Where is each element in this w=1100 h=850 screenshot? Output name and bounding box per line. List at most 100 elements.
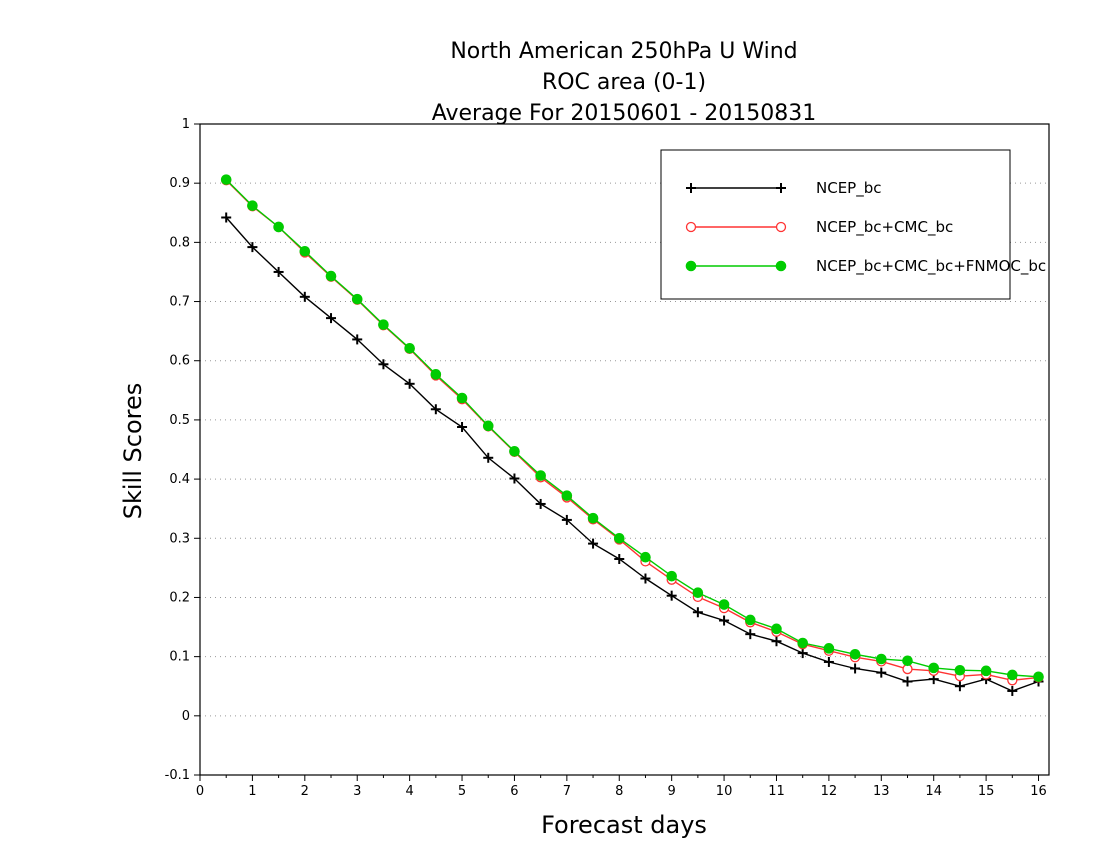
chart-title: North American 250hPa U Wind ROC area (0-…	[432, 39, 817, 126]
y-tick-label: 0.5	[169, 413, 190, 428]
data-point	[378, 319, 389, 330]
data-point	[771, 623, 782, 635]
data-point	[221, 212, 232, 223]
data-point	[247, 242, 258, 253]
data-point	[719, 615, 730, 626]
data-point	[561, 490, 573, 501]
x-tick-label: 5	[458, 784, 466, 799]
x-tick-label: 10	[716, 784, 733, 799]
data-point	[247, 200, 258, 211]
y-tick-label: -0.1	[165, 768, 190, 783]
legend-label: NCEP_bc+CMC_bc	[816, 218, 953, 237]
data-point	[456, 392, 468, 404]
x-tick-label: 8	[615, 784, 623, 799]
chart-title-line: North American 250hPa U Wind	[450, 39, 797, 64]
data-point	[614, 553, 625, 564]
legend-marker	[775, 221, 787, 233]
data-point	[509, 473, 520, 484]
series-line	[225, 217, 1039, 692]
y-tick-label: 1	[182, 117, 190, 132]
y-tick-label: 0.7	[169, 295, 190, 310]
y-tick-label: 0.1	[169, 650, 190, 665]
data-point	[1007, 685, 1018, 696]
data-point	[849, 648, 861, 660]
x-tick-label: 6	[510, 784, 518, 799]
data-point	[692, 587, 704, 599]
legend: NCEP_bc NCEP_bc+CMC_bc NCEP_bc+CMC_bc+FNMO…	[660, 149, 1046, 300]
x-axis-ticks: 0 1 2 3 4 5 6 7 8 9 10 11 12 13 14 15 16	[196, 775, 1047, 799]
x-tick-label: 0	[196, 784, 204, 799]
legend-box	[660, 149, 1011, 300]
data-point	[404, 378, 415, 389]
data-point	[850, 663, 861, 674]
x-tick-label: 9	[668, 784, 676, 799]
x-tick-label: 1	[248, 784, 256, 799]
data-point	[588, 538, 599, 549]
legend-label: NCEP_bc	[816, 179, 882, 198]
plot-frame	[199, 123, 1050, 776]
data-point	[875, 653, 887, 665]
y-axis-title: Skill Scores	[119, 383, 147, 520]
data-point	[273, 266, 284, 277]
data-point	[954, 664, 966, 676]
data-point	[351, 293, 363, 305]
x-tick-label: 14	[925, 784, 942, 799]
data-point	[220, 174, 232, 185]
data-point	[430, 404, 441, 415]
x-tick-label: 2	[301, 784, 309, 799]
series-0	[221, 212, 1044, 696]
data-point	[797, 637, 808, 649]
data-point	[902, 655, 913, 667]
y-axis-ticks: -0.1 0 0.1 0.2 0.3 0.4 0.5 0.6 0.7 0.8 0.9 1	[165, 117, 200, 783]
x-tick-label: 7	[563, 784, 571, 799]
data-point	[718, 599, 730, 610]
y-tick-label: 0	[182, 709, 190, 724]
chart-title-line: Average For 20150601 - 20150831	[432, 101, 817, 126]
data-point	[299, 245, 311, 257]
legend-marker	[776, 183, 786, 193]
data-point	[954, 681, 965, 692]
data-point	[876, 667, 887, 678]
data-point	[1033, 671, 1044, 683]
y-tick-label: 0.3	[169, 531, 190, 546]
y-tick-label: 0.8	[169, 235, 190, 250]
data-point	[744, 614, 756, 626]
data-point	[509, 445, 520, 457]
data-point	[692, 607, 703, 618]
legend-marker	[686, 183, 696, 193]
data-point	[823, 656, 834, 667]
data-point	[928, 662, 940, 674]
data-point	[430, 369, 442, 380]
data-point	[587, 512, 599, 524]
data-point	[980, 665, 992, 677]
data-point	[535, 498, 546, 509]
data-point	[561, 514, 572, 525]
x-tick-label: 15	[978, 784, 995, 799]
data-point	[902, 676, 913, 687]
y-tick-label: 0.9	[169, 176, 190, 191]
data-point	[326, 313, 337, 324]
data-point	[640, 551, 651, 563]
data-point	[404, 342, 415, 354]
chart-title-line: ROC area (0-1)	[542, 70, 706, 95]
data-point	[823, 643, 835, 654]
data-point	[745, 629, 756, 640]
y-tick-label: 0.6	[169, 354, 190, 369]
data-point	[640, 573, 651, 584]
x-axis-title: Forecast days	[541, 811, 707, 839]
data-point	[535, 470, 546, 481]
legend-marker	[685, 260, 697, 272]
x-tick-label: 13	[873, 784, 890, 799]
legend-marker	[685, 221, 697, 233]
data-point	[299, 291, 310, 302]
data-point	[352, 334, 363, 345]
data-point	[771, 636, 782, 647]
data-point	[378, 359, 389, 370]
data-point	[273, 221, 284, 233]
data-point	[482, 420, 494, 432]
x-tick-label: 3	[353, 784, 361, 799]
series-2	[220, 174, 1044, 683]
legend-label: NCEP_bc+CMC_bc+FNMOC_bc	[816, 257, 1046, 276]
x-tick-label: 4	[405, 784, 413, 799]
